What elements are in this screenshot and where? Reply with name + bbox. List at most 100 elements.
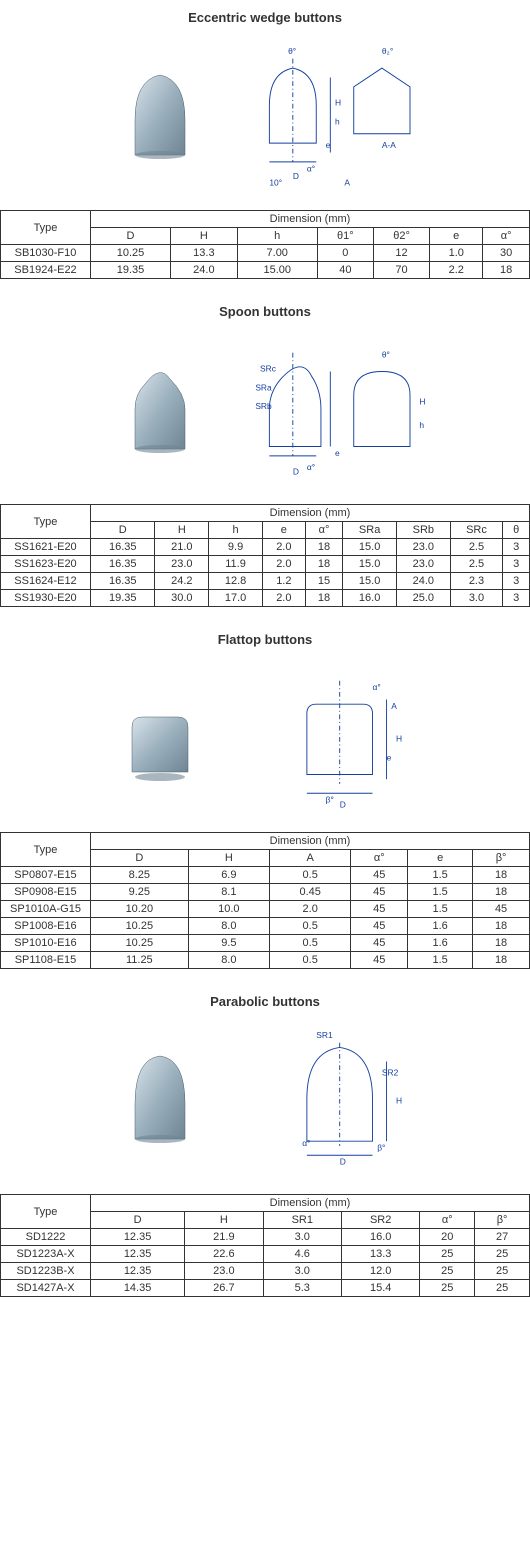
data-cell: 24.2 — [155, 573, 209, 590]
data-cell: 11.25 — [91, 952, 189, 969]
svg-text:β°: β° — [377, 1143, 385, 1153]
data-cell: 22.6 — [185, 1246, 263, 1263]
svg-text:θ°: θ° — [288, 46, 296, 56]
data-cell: 3 — [503, 556, 530, 573]
data-cell: 18 — [305, 556, 343, 573]
data-cell: 20 — [420, 1229, 475, 1246]
data-cell: 45 — [351, 918, 408, 935]
table-row: SP1108-E1511.258.00.5451.518 — [1, 952, 530, 969]
technical-diagram: SR1SR2Hα°β°D — [245, 1024, 425, 1174]
column-header: e — [408, 850, 473, 867]
column-header: D — [91, 850, 189, 867]
type-cell: SP1010A-G15 — [1, 901, 91, 918]
section-1: Spoon buttonsSRcSRaSRbθ°Hheα°DTypeDimens… — [0, 304, 530, 607]
column-header: α° — [483, 228, 530, 245]
data-cell: 2.3 — [450, 573, 503, 590]
technical-diagram: SRcSRaSRbθ°Hheα°D — [245, 334, 425, 484]
svg-text:SRa: SRa — [255, 382, 272, 392]
data-cell: 10.25 — [91, 935, 189, 952]
dimension-table: TypeDimension (mm)DHheα°SRaSRbSRcθSS1621… — [0, 504, 530, 607]
data-cell: 18 — [305, 539, 343, 556]
svg-text:h: h — [419, 420, 424, 430]
svg-text:SR2: SR2 — [382, 1068, 399, 1078]
column-header: D — [91, 1212, 185, 1229]
data-cell: 1.5 — [408, 952, 473, 969]
column-header: h — [209, 522, 263, 539]
column-header: θ1° — [317, 228, 373, 245]
data-cell: 23.0 — [396, 539, 450, 556]
column-header: H — [185, 1212, 263, 1229]
data-cell: 25.0 — [396, 590, 450, 607]
data-cell: 40 — [317, 262, 373, 279]
data-cell: 23.0 — [396, 556, 450, 573]
data-cell: 24.0 — [396, 573, 450, 590]
dimension-table: TypeDimension (mm)DHSR1SR2α°β°SD122212.3… — [0, 1194, 530, 1297]
data-cell: 25 — [420, 1263, 475, 1280]
data-cell: 15 — [305, 573, 343, 590]
type-cell: SD1427A-X — [1, 1280, 91, 1297]
table-row: SB1924-E2219.3524.015.0040702.218 — [1, 262, 530, 279]
column-header: θ2° — [373, 228, 429, 245]
data-cell: 26.7 — [185, 1280, 263, 1297]
column-header: α° — [420, 1212, 475, 1229]
data-cell: 7.00 — [237, 245, 317, 262]
data-cell: 0.5 — [270, 952, 351, 969]
table-row: SP1008-E1610.258.00.5451.618 — [1, 918, 530, 935]
data-cell: 3.0 — [450, 590, 503, 607]
data-cell: 12 — [373, 245, 429, 262]
svg-text:θ₂°: θ₂° — [382, 46, 393, 56]
type-cell: SP1010-E16 — [1, 935, 91, 952]
data-cell: 18 — [305, 590, 343, 607]
data-cell: 8.25 — [91, 867, 189, 884]
svg-text:e: e — [326, 140, 331, 150]
data-cell: 21.0 — [155, 539, 209, 556]
data-cell: 23.0 — [185, 1263, 263, 1280]
data-cell: 1.2 — [262, 573, 305, 590]
column-header: A — [270, 850, 351, 867]
type-cell: SS1621-E20 — [1, 539, 91, 556]
svg-text:A: A — [344, 177, 350, 187]
data-cell: 45 — [351, 952, 408, 969]
data-cell: 10.20 — [91, 901, 189, 918]
data-cell: 18 — [473, 867, 530, 884]
column-header: e — [262, 522, 305, 539]
column-header: α° — [305, 522, 343, 539]
data-cell: 8.1 — [188, 884, 269, 901]
table-row: SB1030-F1010.2513.37.000121.030 — [1, 245, 530, 262]
data-cell: 45 — [351, 867, 408, 884]
svg-text:e: e — [335, 448, 340, 458]
data-cell: 15.0 — [343, 556, 397, 573]
data-cell: 45 — [351, 935, 408, 952]
data-cell: 3 — [503, 539, 530, 556]
table-row: SP0807-E158.256.90.5451.518 — [1, 867, 530, 884]
data-cell: 16.35 — [91, 556, 155, 573]
type-cell: SD1223A-X — [1, 1246, 91, 1263]
type-cell: SP0807-E15 — [1, 867, 91, 884]
svg-text:H: H — [335, 98, 341, 108]
data-cell: 13.3 — [341, 1246, 419, 1263]
data-cell: 8.0 — [188, 918, 269, 935]
data-cell: 6.9 — [188, 867, 269, 884]
data-cell: 1.6 — [408, 918, 473, 935]
data-cell: 18 — [473, 935, 530, 952]
data-cell: 0.5 — [270, 918, 351, 935]
table-row: SS1624-E1216.3524.212.81.21515.024.02.33 — [1, 573, 530, 590]
data-cell: 24.0 — [171, 262, 238, 279]
column-header: SRb — [396, 522, 450, 539]
data-cell: 3.0 — [263, 1263, 341, 1280]
column-header: α° — [351, 850, 408, 867]
data-cell: 21.9 — [185, 1229, 263, 1246]
data-cell: 12.35 — [91, 1263, 185, 1280]
data-cell: 4.6 — [263, 1246, 341, 1263]
dimension-header: Dimension (mm) — [91, 833, 530, 850]
svg-text:A: A — [391, 701, 397, 711]
dimension-table: TypeDimension (mm)DHhθ1°θ2°eα°SB1030-F10… — [0, 210, 530, 279]
data-cell: 45 — [473, 901, 530, 918]
table-row: SP1010A-G1510.2010.02.0451.545 — [1, 901, 530, 918]
data-cell: 10.25 — [91, 245, 171, 262]
data-cell: 10.25 — [91, 918, 189, 935]
data-cell: 0.45 — [270, 884, 351, 901]
svg-text:D: D — [340, 1157, 346, 1167]
table-row: SS1621-E2016.3521.09.92.01815.023.02.53 — [1, 539, 530, 556]
data-cell: 2.0 — [262, 590, 305, 607]
